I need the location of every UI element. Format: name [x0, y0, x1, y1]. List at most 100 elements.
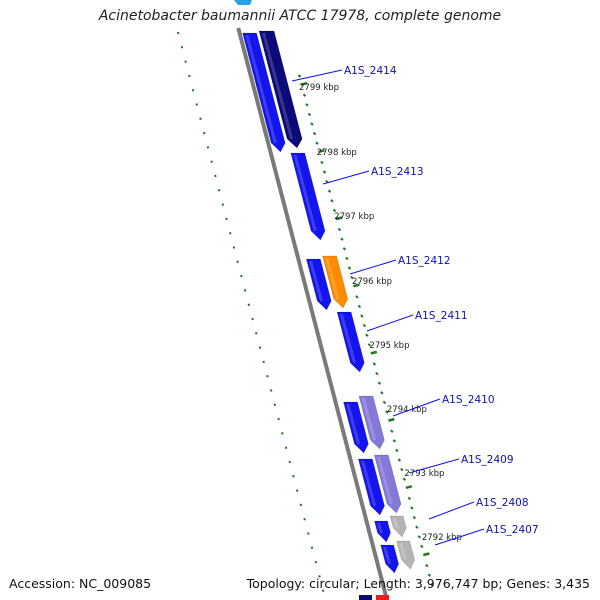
outer-tick: [258, 346, 262, 349]
inner-tick: [347, 266, 352, 270]
scale-label-kbp: 2797 kbp: [334, 212, 374, 222]
gene-partial-bottom: [376, 595, 389, 600]
gene-label-line: [322, 170, 370, 185]
outer-tick: [232, 246, 236, 249]
outer-tick: [277, 417, 280, 421]
inner-tick: [357, 304, 362, 309]
outer-tick: [281, 432, 284, 435]
outer-tick: [247, 303, 251, 306]
inner-tick: [302, 93, 307, 97]
gene-shade: [361, 397, 377, 441]
inner-tick: [385, 410, 389, 414]
inner-tick: [310, 122, 314, 126]
gene-shade: [383, 546, 391, 565]
inner-tick: [297, 74, 302, 78]
genome-title: Acinetobacter baumannii ATCC 17978, comp…: [98, 8, 502, 24]
scale-label-kbp: 2793 kbp: [404, 469, 444, 479]
inner-tick: [430, 583, 434, 587]
scale-label-kbp: 2799 kbp: [299, 83, 339, 93]
gene-shade: [339, 313, 357, 364]
gene-label: A1S_2412: [398, 255, 451, 267]
gene-gray: [389, 515, 407, 538]
inner-tick: [420, 544, 424, 549]
inner-tick: [390, 429, 394, 433]
scale-label-kbp: 2795 kbp: [369, 341, 409, 351]
outer-tick: [255, 332, 258, 335]
gene-navy: [258, 30, 303, 149]
outer-tick: [284, 446, 288, 449]
gene-label: A1S_2414: [344, 65, 397, 77]
inner-tick: [425, 563, 429, 568]
inner-tick: [355, 295, 359, 299]
inner-tick: [370, 350, 378, 355]
gene-label: A1S_2411: [415, 310, 468, 322]
gene-shade: [346, 403, 361, 445]
outer-tick: [310, 546, 314, 550]
inner-tick: [392, 439, 397, 443]
outer-tick: [199, 117, 202, 121]
inner-tick: [360, 314, 364, 318]
outer-tick: [318, 575, 321, 578]
gene-gray: [396, 540, 415, 570]
gene-blue: [358, 458, 385, 516]
inner-tick: [380, 391, 384, 395]
inner-tick: [417, 535, 422, 539]
outer-tick: [221, 203, 225, 206]
inner-tick: [318, 149, 325, 154]
inner-tick: [350, 275, 354, 280]
gene-label-line: [434, 528, 485, 546]
outer-tick: [206, 146, 210, 149]
outer-tick: [243, 289, 247, 292]
scale-label-kbp: 2792 kbp: [422, 533, 462, 543]
gene-blue: [374, 520, 391, 543]
inner-tick: [307, 112, 312, 117]
gene-label-line: [366, 314, 414, 332]
outer-tick: [180, 46, 184, 49]
outer-tick: [321, 589, 325, 592]
outer-tick: [240, 274, 243, 278]
scale-label-kbp: 2798 kbp: [317, 148, 357, 158]
gene-label-line: [392, 398, 441, 417]
gene-label-line: [408, 458, 460, 474]
outer-tick: [202, 131, 206, 135]
inner-tick: [377, 381, 382, 385]
gene-lavender: [373, 454, 402, 514]
genome-backbone: [236, 27, 389, 599]
inner-tick: [335, 216, 343, 221]
outer-tick: [229, 231, 232, 235]
outer-tick: [314, 560, 317, 564]
gene-shade: [376, 522, 383, 534]
gene-blue: [343, 401, 369, 454]
gene-shade: [325, 257, 340, 300]
outer-tick: [210, 160, 213, 163]
gene-label: A1S_2413: [371, 166, 424, 178]
outer-tick: [295, 489, 299, 492]
genome-stats: Topology: circular; Length: 3,976,747 bp…: [246, 576, 590, 591]
gene-shade: [245, 34, 277, 144]
outer-tick: [273, 403, 277, 407]
inner-tick: [340, 237, 344, 241]
gene-label: A1S_2410: [442, 394, 495, 406]
outer-tick: [307, 532, 310, 535]
outer-tick: [266, 374, 269, 378]
gene-shade: [392, 517, 399, 529]
scale-label-kbp: 2796 kbp: [352, 277, 392, 287]
inner-tick: [312, 131, 317, 136]
gene-shade: [377, 456, 393, 505]
outer-tick: [195, 103, 198, 106]
outer-tick: [299, 503, 303, 507]
outer-tick: [176, 31, 180, 35]
gene-label-line: [428, 501, 475, 520]
inner-tick: [375, 371, 379, 376]
inner-tick: [412, 515, 417, 520]
outer-tick: [269, 389, 273, 392]
inner-tick: [330, 199, 334, 203]
gene-label-line: [349, 259, 397, 275]
outer-tick: [184, 60, 187, 63]
inner-tick: [300, 81, 308, 86]
gene-partial-top: [234, 0, 252, 5]
inner-tick: [400, 467, 404, 472]
inner-tick: [397, 458, 402, 462]
inner-tick: [427, 573, 431, 577]
gene-label: A1S_2408: [476, 497, 529, 509]
